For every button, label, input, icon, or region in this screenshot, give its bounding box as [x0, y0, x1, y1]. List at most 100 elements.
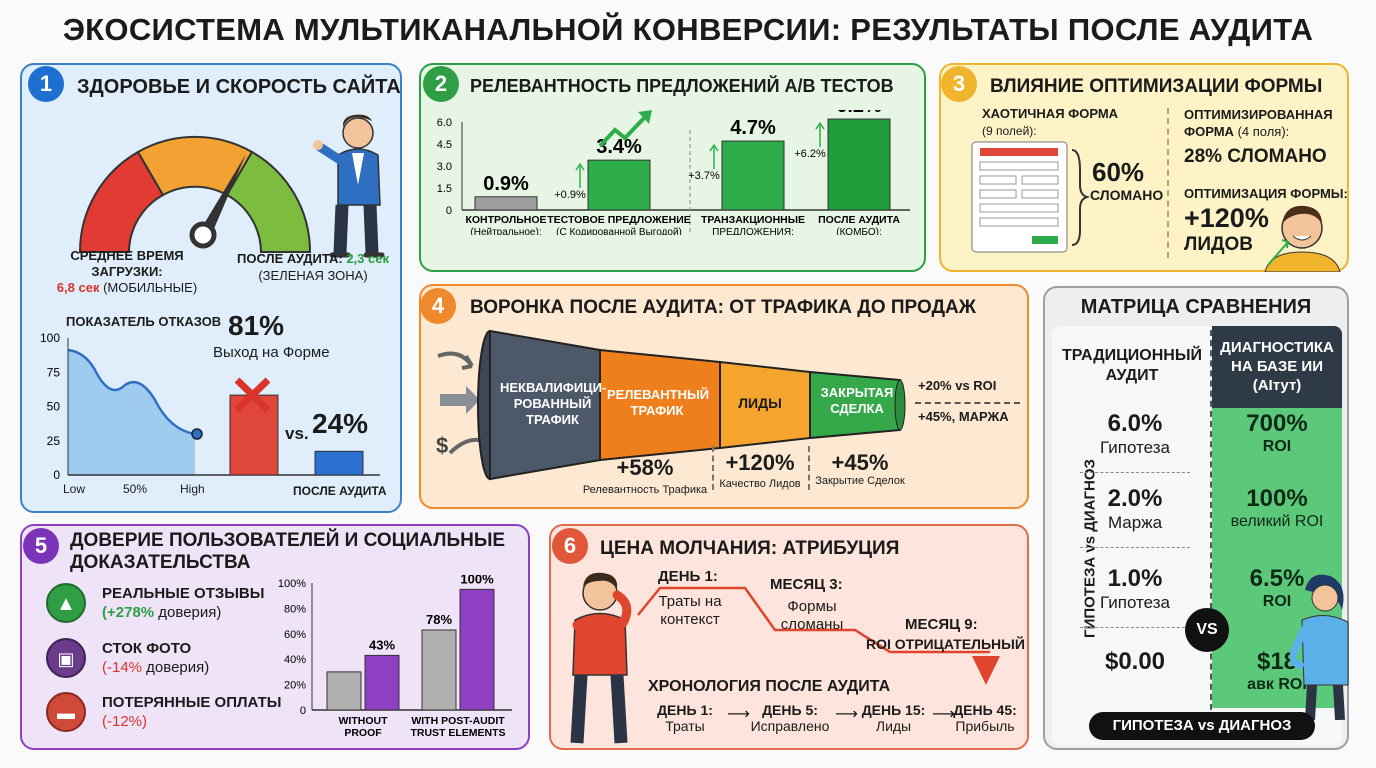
bar-value: 6.2%	[836, 110, 882, 117]
timeline-title: ХРОНОЛОГИЯ ПОСЛЕ АУДИТА	[648, 678, 891, 695]
chaotic-form-icon	[971, 141, 1090, 253]
y-tick: 80%	[284, 603, 306, 615]
section-number: 5	[23, 528, 59, 564]
bounce-chart: 100 75 50 25 0	[40, 331, 380, 482]
bar-label: ТЕСТОВОЕ ПРЕДЛОЖЕНИЕ	[547, 214, 691, 226]
section-title: РЕЛЕВАНТНОСТЬ ПРЕДЛОЖЕНИЙ А/В ТЕСТОВ	[470, 76, 894, 96]
bar-value: 43%	[369, 637, 395, 652]
y-tick: 75	[47, 365, 61, 379]
arrow-right-icon: ⟶	[932, 706, 955, 723]
traditional-note: Гипотеза	[1100, 438, 1170, 457]
traditional-value: 1.0%	[1107, 565, 1163, 592]
stage-closed: ЗАКРЫТАЯ СДЕЛКА	[820, 385, 894, 416]
y-tick: 60%	[284, 629, 306, 641]
bounce-title: ПОКАЗАТЕЛЬ ОТКАЗОВ	[66, 314, 222, 329]
after-pct: 24%	[312, 408, 369, 439]
arrow-right-icon: ⟶	[727, 706, 750, 723]
bar-delta: +6.2%	[794, 148, 826, 160]
avg-load-value: 6,8 сек	[56, 280, 100, 295]
trust-item-title: ПОТЕРЯННЫЕ ОПЛАТЫ	[102, 694, 282, 711]
opt-sub: (4 поля):	[1237, 124, 1290, 139]
after-load-label: ПОСЛЕ АУДИТА:	[237, 251, 343, 266]
ab-test-chart: 6.0 4.5 3.0 1.5 0 0.9% КОНТРОЛЬНОЕ(Нейтральное…	[437, 110, 910, 235]
form-opt-label: ОПТИМИЗАЦИЯ ФОРМЫ:	[1184, 186, 1348, 201]
dollar-icon: $	[436, 433, 449, 458]
metric-closing: +45%	[831, 450, 889, 475]
x-tick-mid: 50%	[123, 482, 148, 496]
y-tick: 40%	[284, 654, 306, 666]
thumbs-up-icon: ▲	[46, 583, 86, 623]
bar-1	[587, 159, 651, 211]
trend-arrow-icon	[598, 112, 650, 148]
bounce-pct: 81%	[228, 310, 285, 341]
group-label: WITHOUT	[339, 715, 389, 727]
section-title: ВЛИЯНИЕ ОПТИМИЗАЦИИ ФОРМЫ	[990, 76, 1323, 97]
day1-label: ДЕНЬ 1:	[658, 568, 718, 585]
after-audit-label: ПОСЛЕ АУДИТА	[293, 484, 387, 498]
image-icon: ▣	[46, 638, 86, 678]
bar-value: 0.9%	[483, 173, 529, 195]
trust-bar	[421, 629, 457, 711]
after-load-block: ПОСЛЕ АУДИТА: 2,3 сек (ЗЕЛЕНАЯ ЗОНА)	[228, 250, 398, 284]
bar-after	[314, 450, 364, 476]
section-number: 6	[552, 528, 588, 564]
stage-relevant: РЕЛЕВАНТНЫЙ ТРАФИК	[607, 387, 710, 418]
avg-load-block: СРЕДНЕЕ ВРЕМЯ ЗАГРУЗКИ: 6,8 сек (МОБИЛЬН…	[42, 248, 212, 296]
vs-label: vs.	[285, 424, 309, 443]
metric-closing-label: Закрытие Сделок	[815, 475, 905, 487]
ai-value: 6.5%	[1249, 565, 1305, 592]
ai-note: ROI	[1262, 438, 1292, 455]
bar-value: 4.7%	[730, 117, 776, 139]
y-tick: 20%	[284, 680, 306, 692]
month3-label: МЕСЯЦ 3:	[770, 576, 843, 593]
section-title: ДОВЕРИЕ ПОЛЬЗОВАТЕЛЕЙ И СОЦИАЛЬНЫЕ ДОКАЗ…	[70, 530, 505, 574]
step-note: Исправлено	[750, 718, 830, 734]
x-tick-low: Low	[63, 482, 86, 496]
presenter-illustration	[313, 114, 385, 258]
attribution-timeline-line	[637, 586, 1000, 685]
post-audit-timeline: ДЕНЬ 1: Траты ⟶ ДЕНЬ 5: Исправлено ⟶ ДЕНЬ …	[645, 702, 1025, 742]
month3-note: Формы сломаны	[780, 598, 844, 633]
traditional-value: $0.00	[1104, 648, 1166, 675]
bar-sublabel: (Нейтральное):	[470, 227, 541, 235]
metric-traffic: +58%	[616, 455, 674, 480]
section-title: ВОРОНКА ПОСЛЕ АУДИТА: ОТ ТРАФИКА ДО ПРОД…	[470, 297, 976, 318]
stage-unqualified: НЕКВАЛИФИЦИ-РОВАННЫЙ ТРАФИК	[500, 380, 607, 427]
bar-value: 3.4%	[596, 136, 642, 158]
bar-3	[827, 118, 891, 211]
section-title: ЦЕНА МОЛЧАНИЯ: АТРИБУЦИЯ	[600, 538, 900, 559]
chaotic-pct: 60%	[1092, 157, 1145, 187]
opt-title: ОПТИМИЗИРОВАННАЯ ФОРМА (4 поля):	[1184, 106, 1333, 140]
month9-label: МЕСЯЦ 9:	[905, 616, 978, 633]
speed-gauge	[78, 135, 312, 253]
y-tick: 0	[53, 468, 60, 482]
traditional-note: Гипотеза	[1100, 593, 1170, 612]
section-number: 4	[420, 288, 456, 324]
trust-item-title: СТОК ФОТО	[102, 640, 192, 657]
matrix-title: МАТРИЦА СРАВНЕНИЯ	[1080, 296, 1312, 318]
col-ai: ДИАГНОСТИКА НА БАЗЕ ИИ (AIтут)	[1220, 339, 1334, 394]
bar-2	[721, 140, 785, 211]
col-traditional: ТРАДИЦИОННЫЙ АУДИТ	[1062, 347, 1202, 384]
after-load-value: 2,3 сек	[346, 251, 389, 266]
timeline-step: ДЕНЬ 15: Лиды	[851, 702, 936, 734]
section-title-line2: ДОКАЗАТЕЛЬСТВА	[70, 552, 251, 573]
page-title: ЭКОСИСТЕМА МУЛЬТИКАНАЛЬНОЙ КОНВЕРСИИ: РЕ…	[62, 12, 1314, 47]
section-number: 2	[423, 66, 459, 102]
happy-person-illustration	[1264, 205, 1341, 272]
trust-item-pct: (-14%	[102, 659, 143, 676]
trust-item-rest: доверия)	[154, 604, 222, 621]
vs-badge: VS	[1185, 608, 1229, 652]
traditional-value: 2.0%	[1107, 485, 1163, 512]
step-day: ДЕНЬ 1:	[657, 702, 713, 718]
timeline-step: ДЕНЬ 1: Траты	[645, 702, 725, 734]
section-number: 3	[941, 66, 977, 102]
y-tick: 0	[300, 705, 306, 717]
bounce-note: Выход на Форме	[213, 344, 330, 361]
roi-delta: +20% vs ROI	[918, 378, 997, 393]
worried-person-illustration	[570, 572, 632, 744]
metric-traffic-label: Релевантность Трафика	[582, 484, 708, 496]
opt-title-line1: ОПТИМИЗИРОВАННАЯ	[1184, 107, 1333, 122]
step-note: Прибыль	[955, 718, 1015, 734]
